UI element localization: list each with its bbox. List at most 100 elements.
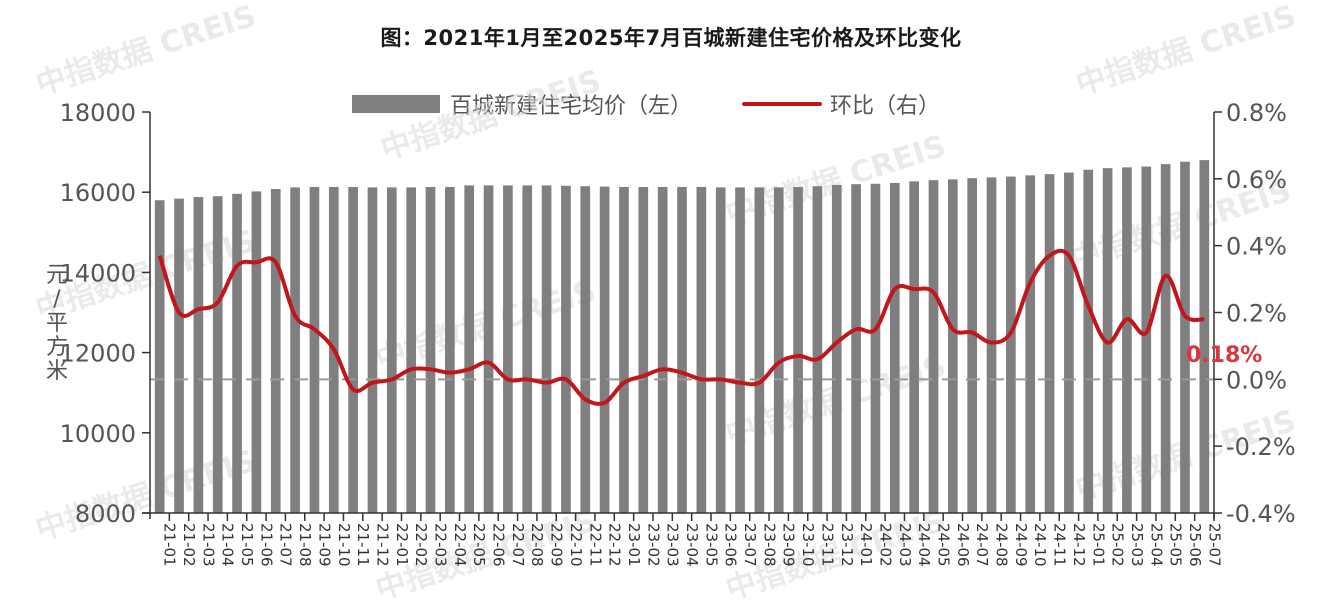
price-bar [232, 193, 242, 513]
price-bar [503, 185, 513, 513]
x-tick-label: 21-04 [219, 523, 237, 567]
price-bar [1199, 160, 1210, 513]
price-bar [1025, 175, 1036, 513]
right-tick-label: -0.4% [1226, 500, 1296, 528]
x-tick-label: 21-06 [257, 523, 275, 567]
watermark-text: 中指数据 CREIS [377, 64, 605, 168]
price-bar [270, 188, 281, 513]
x-tick-label: 21-09 [315, 523, 333, 567]
x-tick-label: 25-03 [1128, 523, 1146, 567]
x-tick-label: 23-03 [664, 523, 682, 567]
price-bar [464, 185, 475, 513]
right-tick-label: -0.2% [1226, 433, 1296, 461]
x-tick-label: 22-02 [412, 523, 430, 567]
chart-title: 图：2021年1月至2025年7月百城新建住宅价格及环比变化 [380, 26, 962, 50]
left-axis-title: 平 [46, 311, 68, 336]
price-bar [1006, 176, 1016, 513]
price-bar [967, 178, 978, 514]
x-tick-label: 24-09 [1012, 523, 1030, 567]
x-tick-label: 25-02 [1109, 523, 1127, 567]
left-tick-label: 16000 [60, 179, 136, 207]
x-tick-label: 25-01 [1089, 523, 1107, 567]
x-tick-label: 23-07 [741, 523, 759, 567]
price-bar [599, 186, 610, 513]
price-bar [889, 182, 900, 514]
x-tick-label: 24-01 [857, 523, 875, 567]
x-tick-label: 24-12 [1070, 523, 1088, 567]
price-bar [909, 181, 919, 514]
right-tick-label: 0.8% [1226, 99, 1287, 127]
x-tick-label: 21-08 [296, 523, 314, 567]
price-bar [1141, 166, 1152, 513]
x-tick-label: 22-07 [509, 523, 527, 567]
price-bar [541, 185, 552, 513]
price-bar [386, 187, 397, 513]
x-tick-label: 23-09 [780, 523, 798, 567]
left-tick-label: 12000 [60, 340, 136, 368]
price-bar [1083, 169, 1094, 513]
legend-line-swatch [742, 102, 823, 106]
x-tick-label: 24-08 [993, 523, 1011, 567]
x-tick-label: 21-10 [335, 523, 353, 567]
x-tick-label: 23-08 [760, 523, 778, 567]
price-bar [851, 184, 861, 513]
x-tick-label: 22-06 [490, 523, 508, 567]
price-bar [174, 198, 184, 513]
price-bar [754, 187, 765, 513]
x-tick-label: 22-01 [393, 523, 411, 567]
x-tick-label: 22-05 [470, 523, 488, 567]
price-bar [657, 186, 668, 513]
x-tick-label: 21-11 [354, 523, 372, 567]
x-tick-label: 25-07 [1205, 523, 1223, 567]
price-bar [928, 180, 939, 514]
price-bar [677, 186, 687, 513]
price-bar [831, 184, 842, 513]
legend-bar-swatch [352, 95, 440, 113]
price-bar [870, 183, 881, 514]
right-tick-label: 0.0% [1226, 366, 1287, 394]
price-bar [425, 186, 436, 513]
left-axis-title: / [53, 287, 61, 312]
left-axis-title: 方 [46, 335, 68, 360]
x-tick-label: 21-05 [238, 523, 256, 567]
price-bar [406, 187, 416, 513]
x-tick-label: 21-12 [373, 523, 391, 567]
x-tick-label: 25-06 [1186, 523, 1204, 567]
x-tick-label: 21-03 [199, 523, 217, 567]
x-tick-label: 22-10 [567, 523, 585, 567]
x-tick-label: 21-01 [161, 523, 179, 567]
x-tick-label: 24-11 [1051, 523, 1069, 567]
right-tick-label: 0.4% [1226, 233, 1287, 261]
x-tick-label: 22-08 [528, 523, 546, 567]
x-tick-label: 22-04 [451, 523, 469, 567]
price-bar [793, 186, 803, 513]
latest-value-annotation: 0.18% [1186, 343, 1262, 368]
x-tick-label: 22-03 [432, 523, 450, 567]
right-tick-label: 0.6% [1226, 166, 1287, 194]
price-bar [715, 187, 726, 513]
x-tick-label: 22-12 [606, 523, 624, 567]
x-tick-label: 22-11 [586, 523, 604, 567]
x-tick-label: 22-09 [548, 523, 566, 567]
left-tick-label: 8000 [75, 500, 136, 528]
x-tick-label: 24-02 [876, 523, 894, 567]
price-bar [735, 187, 745, 513]
price-bar [986, 177, 997, 513]
price-bar [812, 186, 823, 513]
left-axis-title: 米 [46, 359, 68, 384]
x-tick-label: 24-10 [1031, 523, 1049, 567]
mom-change-line [157, 248, 1205, 406]
x-tick-label: 23-05 [702, 523, 720, 567]
watermark-text: 中指数据 CREIS [1072, 0, 1300, 103]
x-tick-label: 24-06 [954, 523, 972, 567]
price-bar [212, 196, 223, 513]
price-bar [290, 187, 300, 513]
x-tick-label: 25-05 [1167, 523, 1185, 567]
price-bar [348, 186, 358, 513]
x-tick-label: 23-10 [799, 523, 817, 567]
x-tick-label: 23-11 [818, 523, 836, 567]
price-bar [522, 185, 533, 513]
left-tick-label: 18000 [60, 99, 136, 127]
x-tick-label: 24-03 [896, 523, 914, 567]
